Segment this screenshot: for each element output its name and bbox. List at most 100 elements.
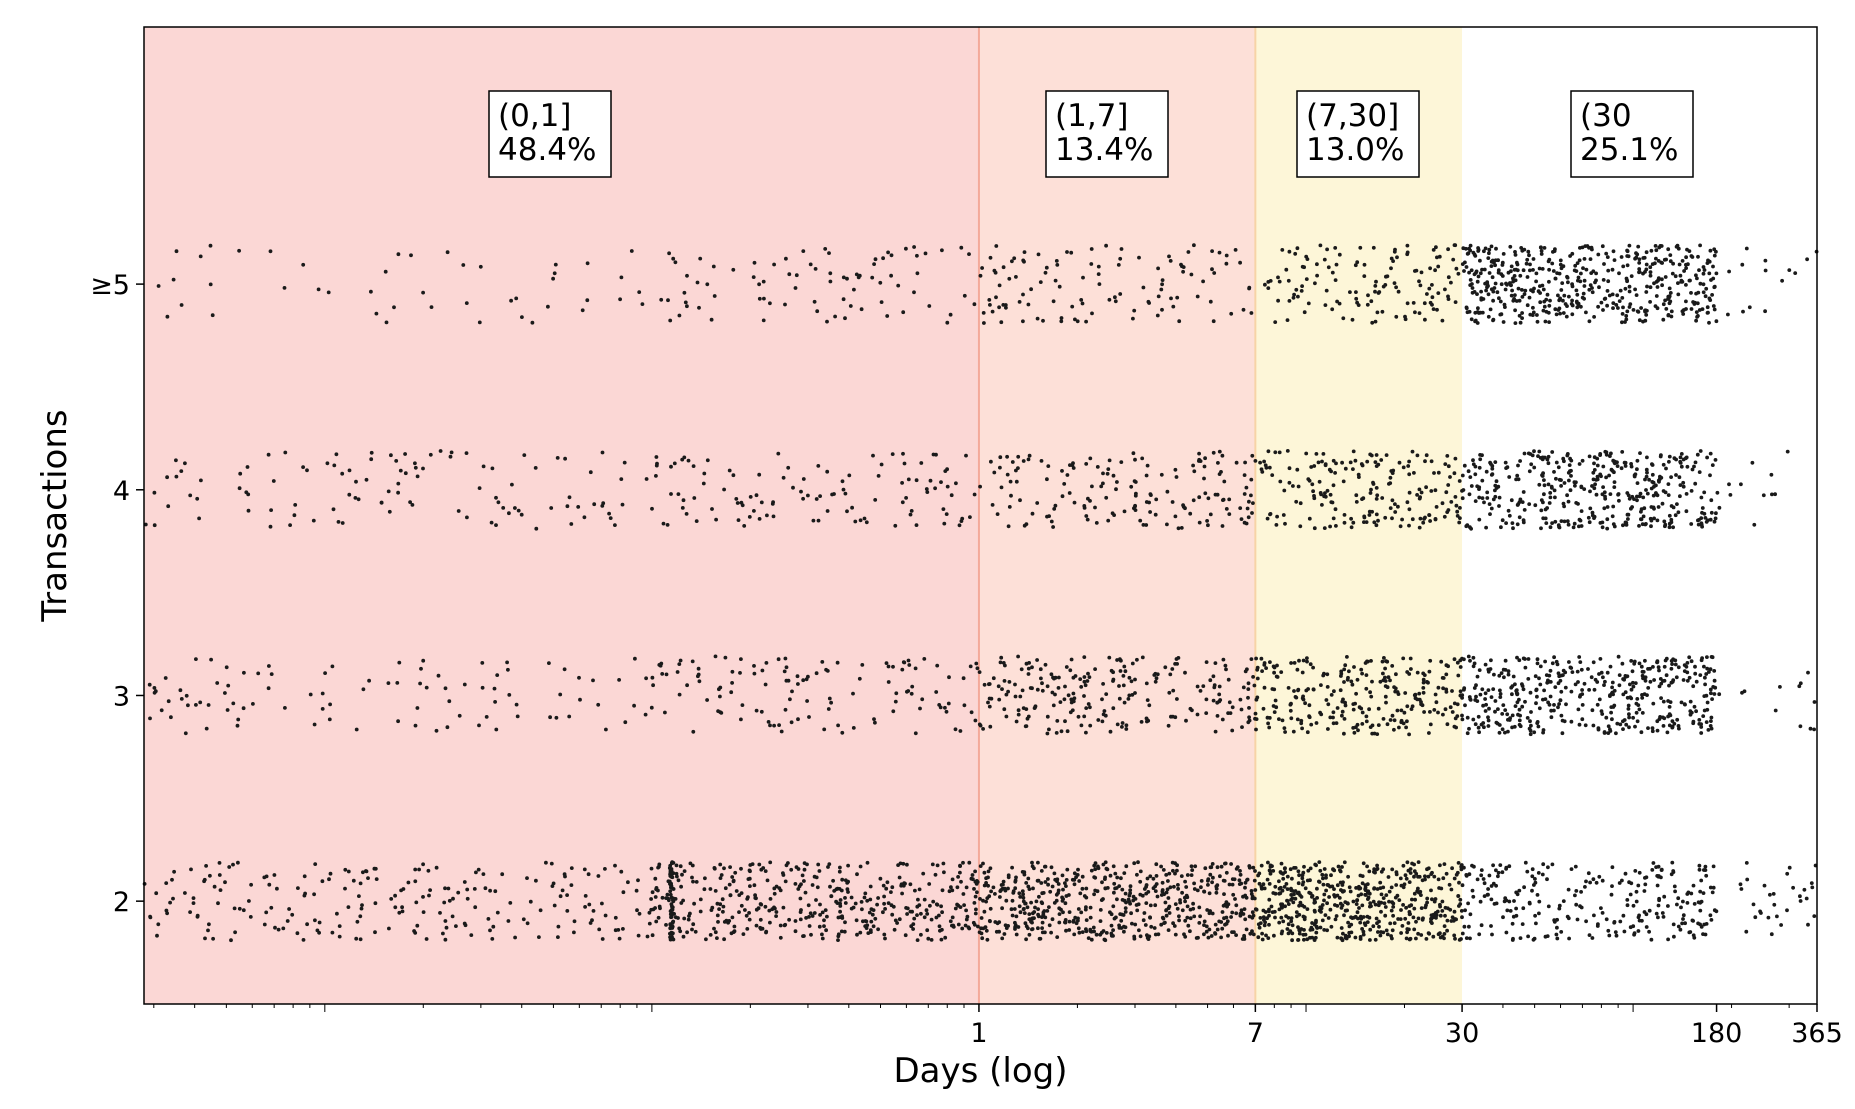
data-point-2	[1206, 935, 1211, 940]
data-point-3	[1513, 682, 1517, 687]
data-point-2	[720, 897, 725, 902]
data-point-3	[1407, 672, 1412, 676]
data-point-2	[1787, 865, 1792, 870]
data-point-3	[1797, 684, 1802, 689]
data-point-4	[1030, 511, 1035, 516]
data-point-2	[619, 869, 624, 874]
data-point-2	[549, 861, 554, 866]
data-point-3	[1559, 673, 1564, 678]
data-point-4	[1060, 494, 1065, 499]
data-point-3	[718, 710, 723, 714]
data-point-3	[604, 727, 608, 732]
data-point-3	[1528, 690, 1533, 695]
data-point-2	[922, 915, 927, 920]
data-point-3	[1100, 719, 1105, 724]
data-point-2	[1013, 886, 1018, 891]
data-point-2	[1061, 910, 1065, 915]
data-point-3	[1339, 669, 1344, 674]
data-point-2	[1128, 891, 1132, 896]
data-point-4	[1458, 506, 1462, 510]
data-point-5	[1350, 317, 1355, 322]
data-point-3	[1385, 722, 1390, 727]
data-point-2	[1739, 887, 1744, 891]
data-point-2	[928, 903, 932, 908]
data-point-3	[752, 664, 756, 668]
data-point-4	[1101, 481, 1105, 486]
data-point-2	[886, 901, 891, 905]
data-point-5	[1356, 303, 1361, 307]
data-point-2	[1381, 896, 1386, 900]
data-point-3	[1625, 674, 1630, 679]
data-point-2	[421, 862, 425, 867]
data-point-5	[171, 277, 176, 282]
data-point-5	[1070, 304, 1075, 309]
data-point-4	[237, 486, 242, 491]
data-point-3	[152, 686, 157, 690]
data-point-3	[361, 687, 366, 692]
data-point-5	[1637, 267, 1642, 271]
data-point-2	[1681, 913, 1686, 918]
data-point-2	[1101, 929, 1106, 933]
data-point-3	[1568, 665, 1573, 670]
data-point-2	[866, 931, 871, 935]
data-point-2	[1357, 886, 1362, 891]
data-point-5	[1554, 312, 1559, 317]
data-point-3	[1498, 692, 1503, 696]
data-point-5	[1668, 253, 1673, 257]
data-point-2	[916, 897, 920, 902]
data-point-2	[1518, 936, 1523, 940]
data-point-2	[1798, 899, 1803, 903]
data-point-3	[1778, 685, 1782, 689]
data-point-3	[1537, 676, 1541, 681]
data-point-2	[1186, 923, 1191, 928]
data-point-4	[1410, 449, 1415, 454]
data-point-2	[1559, 930, 1564, 934]
data-point-4	[1514, 477, 1518, 482]
data-point-2	[1676, 896, 1681, 901]
data-point-2	[552, 903, 557, 908]
data-point-4	[992, 470, 997, 475]
data-point-5	[1534, 279, 1538, 284]
data-point-3	[215, 681, 220, 685]
data-point-5	[1295, 246, 1300, 251]
data-point-2	[835, 901, 840, 905]
data-point-3	[1668, 700, 1673, 704]
data-point-2	[820, 932, 824, 937]
data-point-3	[1559, 689, 1564, 694]
data-point-2	[1250, 929, 1254, 934]
data-point-3	[1084, 730, 1088, 735]
data-point-2	[901, 861, 906, 866]
data-point-2	[774, 914, 778, 918]
data-point-2	[1416, 931, 1420, 936]
data-point-3	[1020, 688, 1025, 693]
data-point-5	[682, 290, 687, 295]
data-point-3	[1066, 693, 1071, 698]
data-point-2	[1080, 874, 1085, 879]
data-point-2	[1034, 899, 1039, 904]
data-point-2	[1432, 915, 1436, 919]
data-point-4	[1368, 452, 1373, 457]
data-point-3	[1096, 718, 1101, 722]
data-point-3	[1292, 661, 1297, 665]
data-point-4	[691, 464, 696, 468]
data-point-4	[1154, 497, 1159, 502]
data-point-3	[1409, 667, 1413, 671]
data-point-5	[551, 276, 555, 281]
data-point-2	[1656, 903, 1661, 908]
data-point-2	[1697, 863, 1702, 868]
data-point-3	[1535, 720, 1540, 724]
data-point-5	[673, 260, 678, 265]
data-point-4	[1693, 481, 1698, 486]
data-point-2	[807, 915, 811, 919]
data-point-2	[1320, 918, 1325, 923]
data-point-4	[1343, 466, 1348, 471]
data-point-4	[1334, 461, 1338, 466]
data-point-2	[1303, 932, 1308, 937]
data-point-5	[629, 249, 634, 253]
data-point-3	[1378, 679, 1383, 684]
data-point-5	[1524, 261, 1529, 266]
data-point-3	[1448, 705, 1453, 710]
data-point-5	[1677, 262, 1682, 267]
data-point-2	[1004, 898, 1009, 903]
data-point-5	[1293, 251, 1298, 256]
